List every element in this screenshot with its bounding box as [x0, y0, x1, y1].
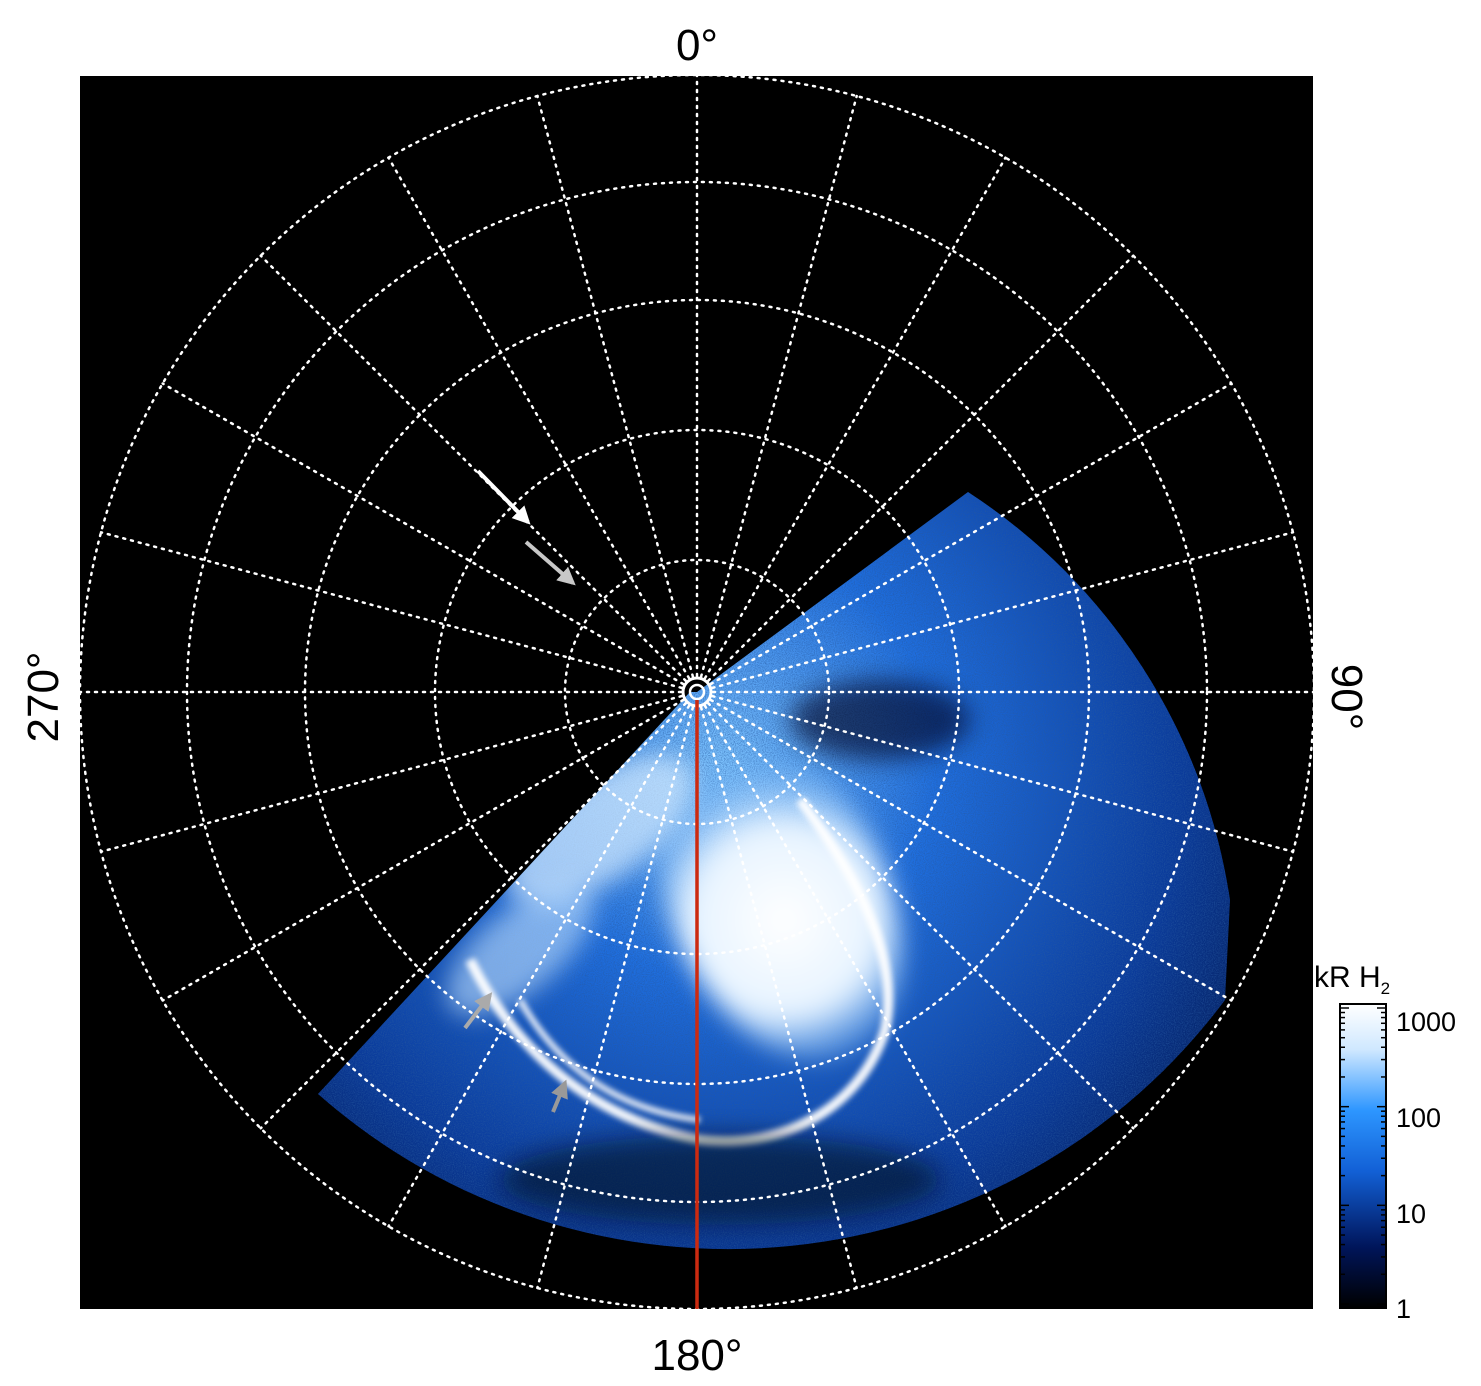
label-left-270deg: 270°: [19, 651, 68, 742]
latitude-circle: [433, 428, 961, 956]
arrow-white: [476, 469, 531, 525]
colorbar-unit-label: kR H2: [1314, 961, 1390, 998]
colorbar-tick-1000: 1000: [1396, 1007, 1456, 1037]
colorbar-unit-subscript: 2: [1381, 979, 1390, 998]
arrow-grey-left: [463, 992, 493, 1030]
colorbar-gradient: [1339, 1003, 1387, 1309]
label-top-0deg: 0°: [676, 21, 718, 70]
colorbar: kR H2 1000 100 10 1: [1314, 961, 1456, 1324]
colorbar-tick-10: 10: [1396, 1199, 1426, 1229]
label-bottom-180deg: 180°: [651, 1331, 742, 1380]
colorbar-tick-1: 1: [1396, 1294, 1411, 1324]
arrow-grey-upper: [524, 540, 576, 586]
main-oval-arc: [465, 797, 894, 1147]
colorbar-ticks: [1340, 1007, 1386, 1305]
pole-marker-inner: [688, 683, 706, 701]
arrow-grey-lower: [551, 1079, 568, 1113]
arrow-markers: [463, 469, 576, 1113]
colorbar-tick-100: 100: [1396, 1103, 1441, 1133]
label-right-90deg: 90°: [1322, 664, 1371, 731]
